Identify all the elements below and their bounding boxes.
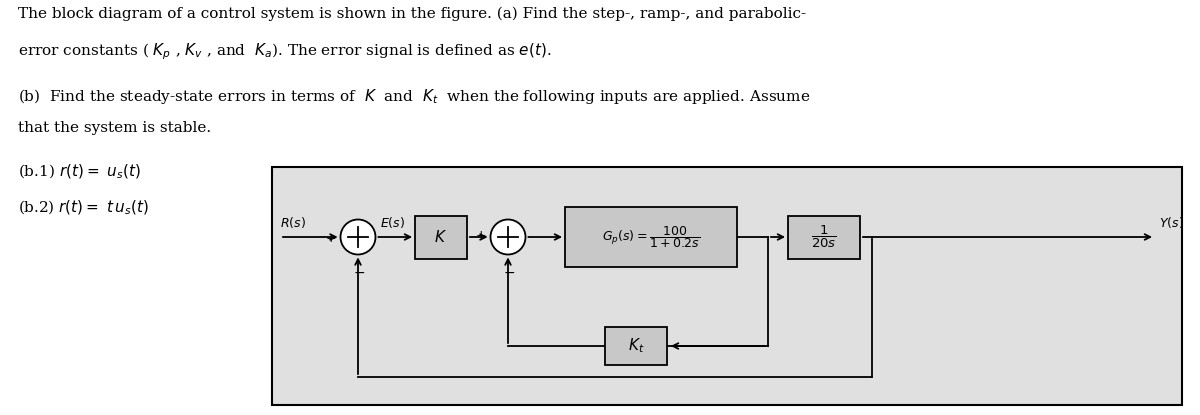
Text: +: + <box>476 229 486 242</box>
Text: (b)  Find the steady-state errors in terms of  $K$  and  $K_t$  when the followi: (b) Find the steady-state errors in term… <box>18 87 810 106</box>
Text: +: + <box>326 232 336 245</box>
Text: $E(s)$: $E(s)$ <box>380 215 406 230</box>
Bar <box>272 167 1182 405</box>
Text: −: − <box>354 266 366 279</box>
Text: The block diagram of a control system is shown in the figure. (a) Find the step-: The block diagram of a control system is… <box>18 7 806 22</box>
Text: $\dfrac{1}{20s}$: $\dfrac{1}{20s}$ <box>811 224 836 250</box>
Circle shape <box>491 220 526 254</box>
Bar <box>605 327 667 365</box>
Text: error constants ( $K_p$ , $K_v$ , and  $K_a$). The error signal is defined as $e: error constants ( $K_p$ , $K_v$ , and $K… <box>18 41 552 61</box>
Text: (b.2) $r(t) = \ t\,u_s(t)$: (b.2) $r(t) = \ t\,u_s(t)$ <box>18 199 149 217</box>
Bar <box>565 207 737 267</box>
Text: $K$: $K$ <box>434 229 448 245</box>
Bar <box>415 215 467 259</box>
Text: $R(s)$: $R(s)$ <box>280 215 306 230</box>
Text: (b.1) $r(t) = \ u_s(t)$: (b.1) $r(t) = \ u_s(t)$ <box>18 163 142 181</box>
Circle shape <box>341 220 376 254</box>
Text: $Y(s)$: $Y(s)$ <box>1159 215 1184 230</box>
Text: that the system is stable.: that the system is stable. <box>18 121 211 135</box>
Text: $G_p(s) = \dfrac{100}{1+0.2s}$: $G_p(s) = \dfrac{100}{1+0.2s}$ <box>602 224 700 250</box>
Bar <box>788 215 860 259</box>
Text: −: − <box>504 266 516 279</box>
Text: $K_t$: $K_t$ <box>628 337 644 355</box>
